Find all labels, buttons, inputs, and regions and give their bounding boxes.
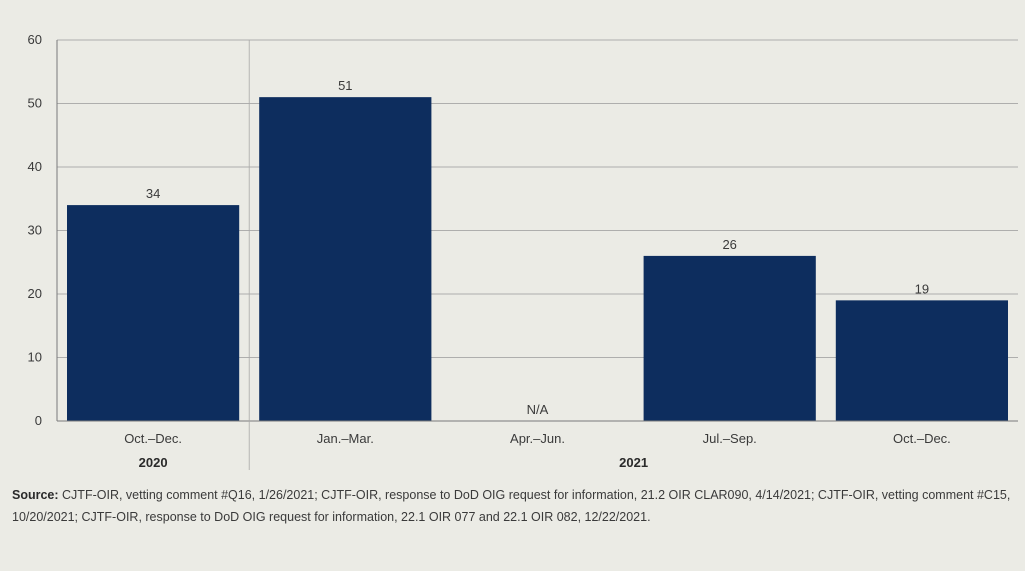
y-tick-label: 60 — [28, 32, 42, 47]
labels: 0 10 20 30 40 50 60 34 Oct.–Dec. 51 Jan.–Mar. N/A Ap… — [28, 32, 951, 470]
group-label: 2021 — [619, 455, 648, 470]
data-label: 51 — [338, 78, 352, 93]
bar — [259, 97, 432, 422]
bar — [835, 300, 1008, 421]
x-tick-label: Oct.–Dec. — [124, 431, 182, 446]
y-tick-label: 20 — [28, 286, 42, 301]
bar — [67, 205, 240, 421]
data-label: 34 — [146, 186, 160, 201]
source-note: Source: CJTF-OIR, vetting comment #Q16, … — [12, 484, 1012, 528]
x-tick-label: Oct.–Dec. — [893, 431, 951, 446]
source-label: Source: — [12, 488, 59, 502]
data-label: N/A — [527, 402, 549, 417]
bar — [643, 255, 816, 421]
x-tick-label: Apr.–Jun. — [510, 431, 565, 446]
y-tick-label: 50 — [28, 96, 42, 111]
source-text: CJTF-OIR, vetting comment #Q16, 1/26/202… — [12, 488, 1011, 524]
x-tick-label: Jul.–Sep. — [703, 431, 757, 446]
y-tick-label: 40 — [28, 159, 42, 174]
axes — [56, 40, 1018, 470]
data-label: 19 — [915, 281, 929, 296]
x-tick-label: Jan.–Mar. — [317, 431, 374, 446]
y-tick-label: 10 — [28, 350, 42, 365]
data-label: 26 — [722, 237, 736, 252]
bars — [67, 97, 1008, 422]
group-label: 2020 — [139, 455, 168, 470]
y-tick-label: 0 — [35, 413, 42, 428]
bar-chart: 0 10 20 30 40 50 60 34 Oct.–Dec. 51 Jan.–Mar. N/A Ap… — [28, 32, 1018, 470]
y-tick-label: 30 — [28, 223, 42, 238]
